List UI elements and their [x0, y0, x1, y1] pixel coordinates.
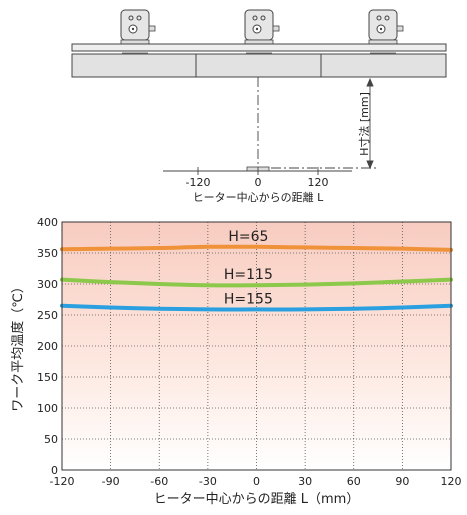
series-label: H=65	[228, 229, 268, 245]
diagram-axis-label: ヒーター中心からの距離 L	[193, 190, 324, 204]
mounting-plate	[71, 43, 447, 52]
x-tick-label: 120	[441, 475, 462, 488]
y-axis-title: ワーク平均温度（℃）	[10, 280, 26, 412]
heater-unit-left	[120, 9, 156, 45]
y-tick-label: 350	[37, 247, 58, 260]
diagram-tick-label: 120	[308, 176, 329, 189]
x-tick-label: 30	[298, 475, 312, 488]
series-label: H=115	[224, 267, 273, 283]
y-tick-label: 300	[37, 278, 58, 291]
x-tick-label: 90	[395, 475, 409, 488]
heater-diagram: H寸法 [mm] -120 0 120 ヒーター中心からの距離 L	[71, 9, 447, 204]
x-tick-label: 60	[347, 475, 361, 488]
x-tick-labels: -120 -90 -60 -30 0 30 60 90 120	[50, 475, 462, 488]
plot-frame	[61, 221, 452, 471]
y-tick-label: 50	[44, 433, 58, 446]
series-lines: H=65 H=115 H=155	[60, 229, 453, 312]
y-tick-label: 400	[37, 216, 58, 229]
heater-unit-right	[368, 9, 404, 45]
series-label: H=155	[224, 291, 273, 307]
x-tick-label: -30	[199, 475, 217, 488]
heater-body-left	[71, 53, 197, 78]
diagram-tick-label: 0	[255, 176, 262, 189]
heater-body-right	[320, 53, 447, 78]
series-line-h-115	[60, 277, 453, 288]
y-tick-label: 150	[37, 371, 58, 384]
y-tick-labels: 0 50 100 150 200 250 300 350 400	[37, 216, 58, 477]
heater-body-center	[195, 53, 322, 78]
x-tick-label: -120	[50, 475, 75, 488]
heater-unit-center	[244, 9, 280, 45]
rail-marks	[122, 50, 396, 54]
y-tick-label: 100	[37, 402, 58, 415]
x-axis-title: ヒーター中心からの距離 L（mm）	[154, 492, 360, 507]
y-tick-label: 0	[51, 464, 58, 477]
series-line-h-155	[60, 303, 453, 312]
y-tick-label: 250	[37, 309, 58, 322]
diagram-tick-label: -120	[186, 176, 211, 189]
dimension-label: H寸法 [mm]	[357, 92, 371, 156]
x-tick-label: -60	[150, 475, 168, 488]
x-tick-label: -90	[102, 475, 120, 488]
x-tick-label: 0	[253, 475, 260, 488]
dimension-h	[271, 76, 378, 170]
series-line-h-65	[60, 244, 453, 252]
temperature-chart: H=65 H=115 H=155 -120 -90 -60 -30 0 30 60 90 120 0…	[10, 216, 462, 507]
y-tick-label: 200	[37, 340, 58, 353]
